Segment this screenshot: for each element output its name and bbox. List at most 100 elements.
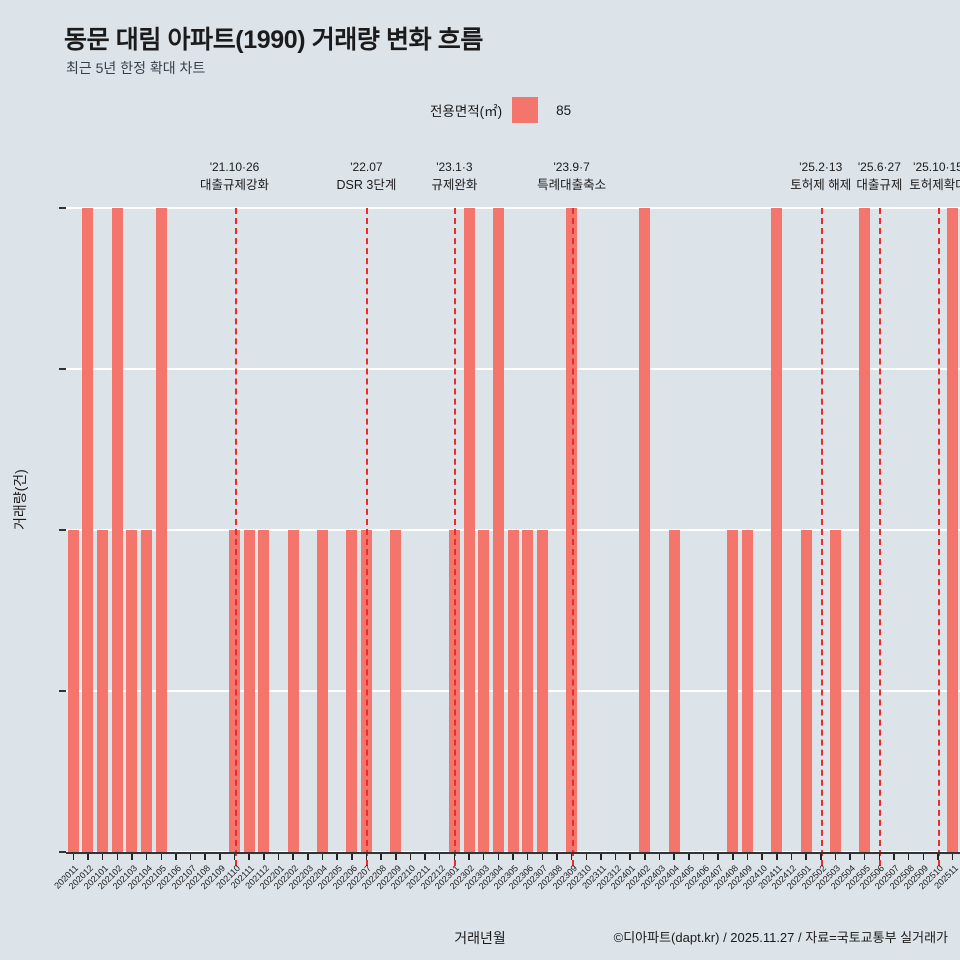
x-tick-mark <box>292 852 294 860</box>
bar[interactable] <box>859 208 871 852</box>
bar[interactable] <box>111 208 123 852</box>
bar[interactable] <box>97 530 109 852</box>
event-annotation: '25.10·15 토허제확대 <box>868 158 960 194</box>
x-tick-mark <box>219 852 221 860</box>
x-tick-mark <box>395 852 397 860</box>
bar[interactable] <box>668 530 680 852</box>
x-tick-mark <box>702 852 705 860</box>
bar[interactable] <box>522 530 534 852</box>
bar[interactable] <box>82 208 94 852</box>
x-tick-mark <box>849 852 851 860</box>
bar[interactable] <box>771 208 783 852</box>
x-tick-mark <box>585 852 588 860</box>
x-tick-mark <box>409 852 412 860</box>
bar[interactable] <box>141 530 153 852</box>
bar[interactable] <box>478 530 490 852</box>
y-tick-mark <box>59 368 66 370</box>
x-tick-mark <box>263 852 265 860</box>
x-tick-mark <box>116 852 119 860</box>
x-tick-mark <box>526 852 529 860</box>
x-tick-mark <box>570 852 573 860</box>
y-tick-mark <box>59 851 66 853</box>
bar[interactable] <box>67 530 79 852</box>
y-axis-label: 거래량(건) <box>12 469 28 530</box>
event-marker-line <box>820 208 823 866</box>
x-tick-mark <box>160 852 162 860</box>
bar[interactable] <box>536 530 548 852</box>
x-tick-mark <box>629 852 631 860</box>
event-annotation-date: '25.10·15 <box>913 160 960 174</box>
x-tick-mark <box>72 852 75 860</box>
bar[interactable] <box>126 530 138 852</box>
x-tick-mark <box>248 852 250 860</box>
bar[interactable] <box>507 530 519 852</box>
x-tick-mark <box>776 852 778 860</box>
bar[interactable] <box>258 530 270 852</box>
event-annotation: '25.2·13 토허제 해제 <box>751 158 891 194</box>
x-tick-mark <box>790 852 793 860</box>
x-tick-mark <box>658 852 661 860</box>
bar[interactable] <box>346 530 358 852</box>
x-tick-mark <box>87 852 89 860</box>
bar[interactable] <box>463 208 475 852</box>
x-tick-mark <box>732 852 734 860</box>
event-annotation-text: DSR 3단계 <box>336 178 397 192</box>
x-tick-mark <box>189 852 192 860</box>
x-tick-mark <box>131 852 133 860</box>
bar[interactable] <box>639 208 651 852</box>
x-tick-mark <box>746 852 749 860</box>
chart-legend: 전용면적(㎡) 85 <box>430 97 571 123</box>
bar[interactable] <box>727 530 739 852</box>
event-annotation-date: '25.6·27 <box>857 160 901 174</box>
footer-credit: ©디아파트(dapt.kr) / 2025.11.27 / 자료=국토교통부 실… <box>613 930 948 945</box>
x-tick-mark <box>512 852 514 860</box>
bar[interactable] <box>741 530 753 852</box>
bar[interactable] <box>947 208 959 852</box>
event-marker-line <box>938 208 941 866</box>
x-tick-mark <box>336 852 338 860</box>
x-tick-mark <box>101 852 104 860</box>
legend-title: 전용면적(㎡) <box>430 104 503 119</box>
x-tick-mark <box>365 852 368 860</box>
gridline-2 <box>66 207 960 209</box>
x-tick-mark <box>805 852 807 860</box>
bar[interactable] <box>287 530 299 852</box>
event-annotation-text: 특례대출축소 <box>537 178 607 192</box>
x-tick-mark <box>541 852 544 860</box>
event-annotation-text: 토허제확대 <box>909 178 960 192</box>
event-annotation-date: '22.07 <box>350 160 383 174</box>
legend-swatch-85[interactable] <box>512 97 539 123</box>
event-annotation: '22.07 DSR 3단계 <box>296 158 436 194</box>
bar[interactable] <box>155 208 167 852</box>
x-tick-mark <box>556 852 558 860</box>
x-tick-mark <box>878 852 881 860</box>
x-tick-mark <box>277 852 280 860</box>
x-tick-mark <box>497 852 500 860</box>
bar[interactable] <box>800 530 812 852</box>
event-marker-line <box>366 208 369 866</box>
bar[interactable] <box>829 530 841 852</box>
event-marker-line <box>454 208 457 866</box>
y-tick-mark <box>59 529 66 531</box>
x-tick-mark <box>600 852 602 860</box>
x-tick-mark <box>673 852 675 860</box>
x-tick-mark <box>321 852 324 860</box>
x-axis-line <box>66 852 960 854</box>
event-annotation: '23.1·3 규제완화 <box>384 158 524 194</box>
x-tick-mark <box>145 852 148 860</box>
bar[interactable] <box>492 208 504 852</box>
event-annotation-text: 토허제 해제 <box>790 178 852 192</box>
bar[interactable] <box>316 530 328 852</box>
bar[interactable] <box>390 530 402 852</box>
x-tick-mark <box>863 852 866 860</box>
x-tick-mark <box>233 852 236 860</box>
x-tick-mark <box>468 852 470 860</box>
event-annotation-date: '23.9·7 <box>553 160 590 174</box>
y-tick-mark <box>59 690 66 692</box>
bar[interactable] <box>243 530 255 852</box>
x-tick-mark <box>761 852 763 860</box>
chart-subtitle: 최근 5년 한정 확대 차트 <box>66 60 206 76</box>
x-tick-mark <box>820 852 822 860</box>
x-tick-mark <box>951 852 954 860</box>
